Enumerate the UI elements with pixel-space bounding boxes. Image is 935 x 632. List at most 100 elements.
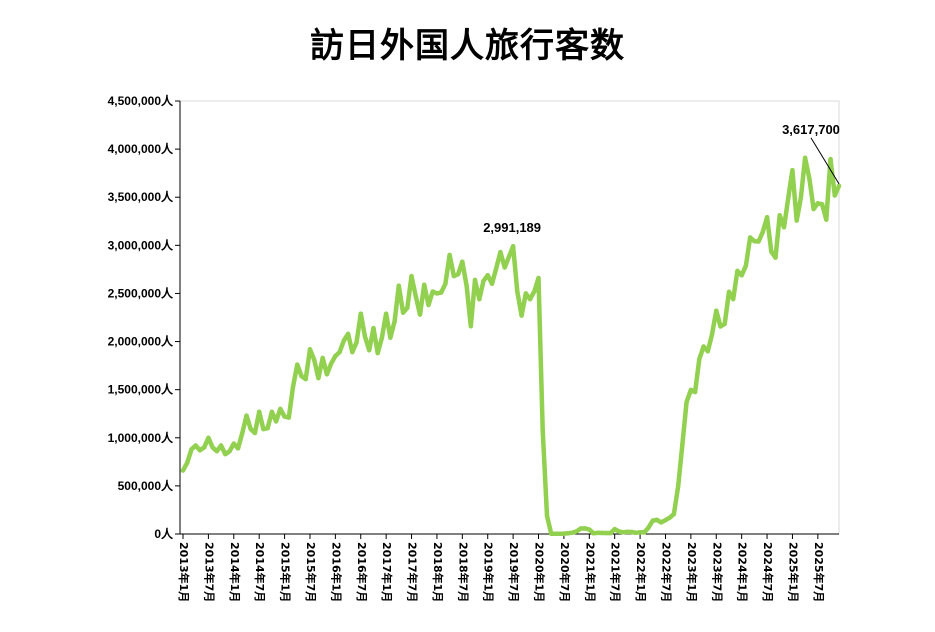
data-point [269, 409, 275, 414]
data-point [625, 529, 630, 535]
x-axis-ticks: 2013年1月 2013年7月 2014年1月 2014年7月 2015年1月 2015年… [177, 534, 826, 602]
data-point [405, 305, 410, 311]
data-point [240, 430, 245, 436]
data-point [409, 273, 414, 279]
peak-annotation-label: 2,991,189 [483, 220, 541, 235]
data-point [616, 529, 622, 534]
data-point [506, 254, 512, 260]
series-layer [180, 155, 842, 537]
data-point [798, 195, 804, 200]
data-point [388, 335, 393, 340]
data-point [379, 335, 385, 340]
data-point [417, 312, 423, 317]
data-point [438, 290, 444, 295]
data-point [591, 531, 596, 536]
data-point [333, 353, 338, 359]
data-point [244, 413, 249, 418]
data-point [350, 349, 355, 355]
x-tick-label: 2017年7月 [406, 542, 420, 602]
data-point [828, 156, 833, 162]
data-point [189, 447, 194, 452]
data-point [718, 324, 723, 329]
data-point [667, 515, 672, 520]
data-point [642, 530, 647, 535]
data-point [256, 409, 262, 414]
x-tick-label: 2023年7月 [710, 542, 724, 602]
data-point [549, 531, 554, 536]
x-tick-label: 2016年7月 [355, 542, 369, 602]
x-tick-label: 2015年7月 [304, 542, 318, 602]
x-tick-label: 2020年1月 [533, 542, 547, 602]
data-point [587, 527, 592, 532]
data-point [663, 517, 668, 523]
y-tick-label: 1,000,000人 [108, 430, 174, 445]
data-point [595, 530, 600, 536]
data-point [743, 263, 749, 268]
y-tick-label: 0人 [154, 526, 174, 541]
data-point [739, 273, 744, 278]
y-tick-label: 2,000,000人 [108, 334, 174, 349]
data-point [485, 272, 490, 278]
x-tick-label: 2025年7月 [812, 542, 826, 602]
x-tick-label: 2013年1月 [177, 542, 191, 602]
data-point [769, 249, 774, 254]
data-point [540, 427, 545, 433]
x-tick-label: 2019年1月 [482, 542, 496, 602]
data-point [735, 268, 740, 274]
data-point [210, 445, 215, 450]
x-tick-label: 2018年1月 [431, 542, 445, 602]
data-point [193, 443, 198, 448]
y-tick-label: 3,000,000人 [108, 237, 174, 252]
x-tick-label: 2014年7月 [253, 542, 267, 602]
x-tick-label: 2022年7月 [659, 542, 673, 602]
data-point [493, 266, 499, 271]
y-tick-label: 3,500,000人 [108, 189, 174, 204]
data-point [324, 372, 330, 377]
chart-title: 訪日外国人旅行客数 [310, 26, 625, 66]
data-point [777, 213, 782, 218]
x-tick-label: 2020年7月 [558, 542, 572, 602]
data-point [197, 448, 203, 453]
data-point [185, 460, 190, 465]
data-point [515, 289, 520, 294]
data-point [654, 517, 660, 523]
data-point [180, 468, 186, 473]
data-point [477, 297, 482, 302]
data-point [650, 518, 655, 523]
x-tick-label: 2017年1月 [380, 542, 394, 602]
data-point [252, 430, 258, 436]
data-point [629, 529, 634, 535]
data-point [802, 155, 808, 161]
data-point [608, 530, 613, 536]
data-point [413, 294, 418, 299]
data-point [807, 176, 812, 181]
data-point [447, 252, 452, 258]
data-point [620, 530, 626, 535]
data-point [527, 297, 533, 302]
data-point [278, 406, 283, 412]
data-point [633, 530, 639, 536]
data-point [307, 347, 313, 352]
data-point [815, 201, 821, 206]
data-point [337, 349, 342, 355]
data-point [688, 387, 694, 393]
data-point [422, 282, 427, 287]
data-point [223, 451, 228, 457]
data-point [832, 193, 837, 198]
data-point [781, 225, 787, 230]
data-point [752, 239, 757, 244]
data-point [328, 361, 334, 366]
data-point [235, 446, 241, 451]
y-axis-ticks: 0人 500,000人 1,000,000人 1,500,000人 2,000,000人… [108, 93, 180, 541]
latest-annotation-leader [810, 137, 840, 185]
data-point [756, 239, 761, 244]
data-point [375, 350, 380, 356]
y-tick-label: 500,000人 [118, 478, 174, 493]
data-point [345, 331, 351, 337]
y-tick-label: 2,500,000人 [108, 285, 174, 300]
data-point [519, 313, 524, 318]
data-point [430, 289, 435, 294]
data-point [468, 323, 473, 329]
data-point [273, 419, 279, 424]
